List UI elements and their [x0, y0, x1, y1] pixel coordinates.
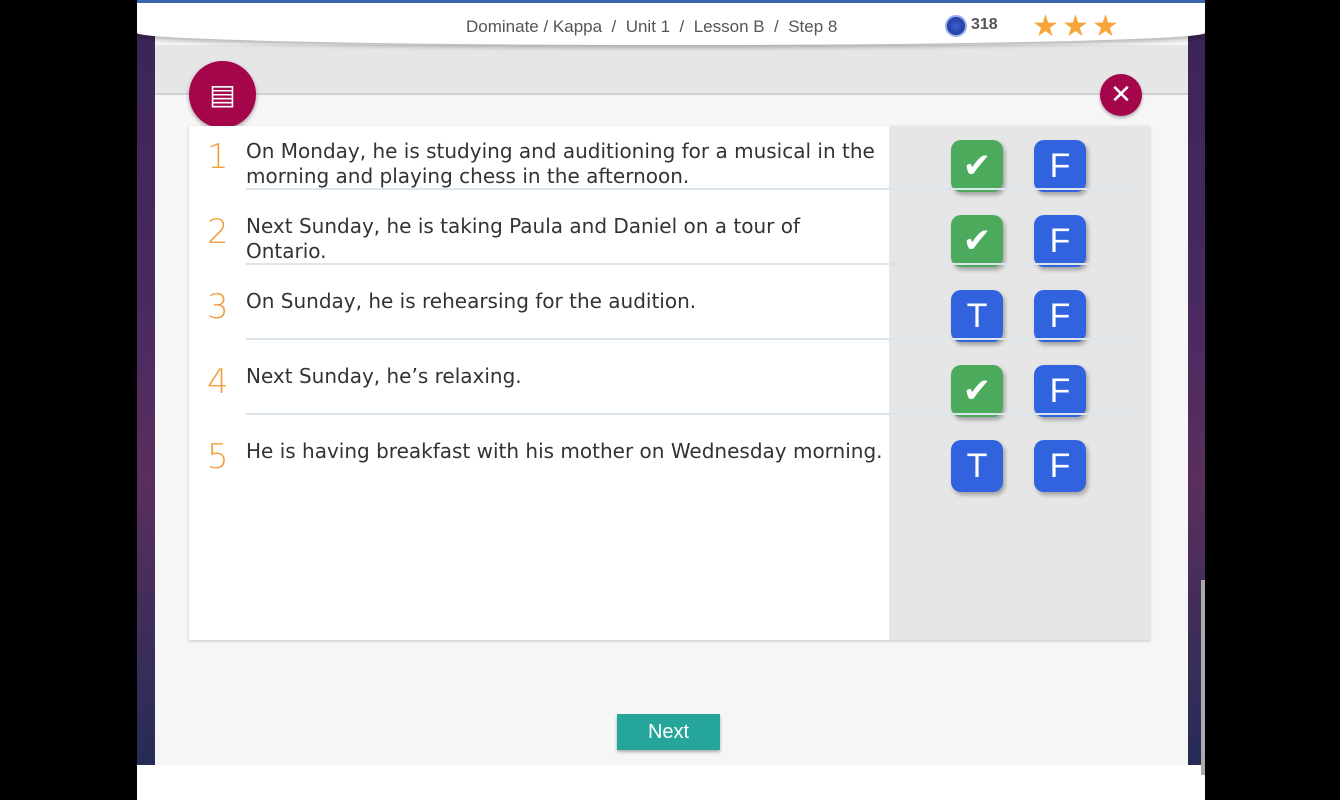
- checkmark-icon: ✔: [962, 372, 992, 410]
- row-divider: [246, 188, 1138, 190]
- true-button[interactable]: T: [951, 290, 1003, 342]
- false-button[interactable]: F: [1034, 290, 1086, 342]
- false-button[interactable]: F: [1034, 215, 1086, 267]
- true-button[interactable]: ✔: [951, 215, 1003, 267]
- star-icon: ★: [1092, 9, 1119, 44]
- bottom-bar: [137, 765, 1205, 800]
- checkmark-icon: ✔: [962, 147, 992, 185]
- false-button[interactable]: F: [1034, 440, 1086, 492]
- question-text: On Monday, he is studying and auditionin…: [246, 139, 875, 188]
- true-button[interactable]: ✔: [951, 365, 1003, 417]
- panel-top-band: [155, 45, 1188, 95]
- top-header: Dominate / Kappa / Unit 1 / Lesson B / S…: [137, 0, 1205, 45]
- question-text: Next Sunday, he is taking Paula and Dani…: [246, 214, 800, 263]
- question-number: 3: [207, 287, 229, 327]
- question-row: 4 Next Sunday, he’s relaxing. ✔ F: [189, 340, 1150, 417]
- coin-count: 318: [971, 16, 998, 33]
- question-row: 1 On Monday, he is studying and audition…: [189, 115, 1150, 192]
- app-stage: Dominate / Kappa / Unit 1 / Lesson B / S…: [137, 0, 1205, 800]
- question-row: 3 On Sunday, he is rehearsing for the au…: [189, 265, 1150, 342]
- question-text: On Sunday, he is rehearsing for the audi…: [246, 289, 697, 313]
- question-number: 1: [207, 137, 229, 177]
- question-number: 2: [207, 212, 229, 252]
- breadcrumb: Dominate / Kappa / Unit 1 / Lesson B / S…: [466, 17, 838, 36]
- true-button[interactable]: ✔: [951, 140, 1003, 192]
- row-divider: [246, 413, 1138, 415]
- answer-column: [889, 126, 1150, 640]
- close-icon: ✕: [1110, 80, 1132, 110]
- false-button[interactable]: F: [1034, 140, 1086, 192]
- question-number: 4: [207, 362, 229, 402]
- row-divider: [246, 263, 1138, 265]
- star-icon: ★: [1032, 9, 1059, 44]
- question-text: Next Sunday, he’s relaxing.: [246, 364, 522, 388]
- next-button[interactable]: Next: [617, 714, 720, 750]
- checkmark-icon: ✔: [962, 222, 992, 260]
- row-divider: [246, 338, 1138, 340]
- question-row: 2 Next Sunday, he is taking Paula and Da…: [189, 190, 1150, 267]
- questions-card: 1 On Monday, he is studying and audition…: [189, 126, 1150, 640]
- false-button[interactable]: F: [1034, 365, 1086, 417]
- question-text: He is having breakfast with his mother o…: [246, 439, 883, 463]
- speech-reading-icon: ▤: [189, 61, 256, 128]
- true-button[interactable]: T: [951, 440, 1003, 492]
- close-button[interactable]: ✕: [1100, 74, 1142, 116]
- question-number: 5: [207, 437, 229, 477]
- coin-icon: [945, 15, 967, 37]
- scrollbar[interactable]: [1201, 580, 1205, 775]
- question-row: 5 He is having breakfast with his mother…: [189, 415, 1150, 492]
- star-icon: ★: [1062, 9, 1089, 44]
